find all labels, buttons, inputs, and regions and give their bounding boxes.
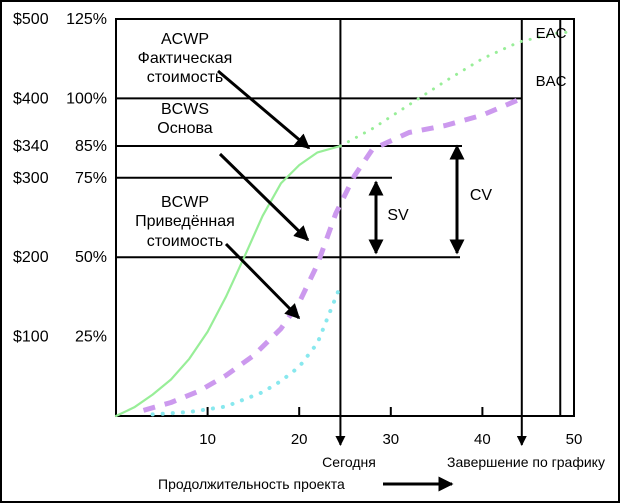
bcws-label-2: Основа <box>157 120 213 137</box>
acwp-label-2: Фактическая <box>138 50 233 67</box>
bcwp-label-3: стоимость <box>147 233 224 250</box>
bcwp-label-1: BCWP <box>161 194 209 211</box>
reference-lines <box>116 19 562 446</box>
cv-label: CV <box>470 187 493 204</box>
y-axis-labels: $100 25% $200 50% $300 75% $340 85% $400 100% $500… <box>13 11 107 346</box>
y-tick-dollar-1: $200 <box>13 249 49 266</box>
x-tick-label-0: 10 <box>199 431 216 448</box>
y-tick-dollar-4: $400 <box>13 90 49 107</box>
series-bcwp <box>150 283 343 417</box>
series-bcws <box>142 96 523 413</box>
acwp-arrow <box>217 69 311 150</box>
finish-label: Завершение по графику <box>447 454 605 470</box>
y-tick-percent-0: 25% <box>75 329 107 346</box>
y-tick-percent-5: 125% <box>66 11 107 28</box>
y-tick-dollar-3: $340 <box>13 138 49 155</box>
bcwp-arrow <box>224 242 301 320</box>
x-axis-title: Продолжительность проекта <box>158 476 345 492</box>
plot-area <box>115 18 575 417</box>
y-tick-percent-1: 50% <box>75 249 107 266</box>
bcws-label-1: BCWS <box>161 101 209 118</box>
today-label: Сегодня <box>322 454 376 470</box>
acwp-label-1: ACWP <box>161 31 209 48</box>
eac-label: EAC <box>536 25 567 42</box>
sv-label: SV <box>387 207 409 224</box>
y-tick-percent-4: 100% <box>66 90 107 107</box>
bcwp-label-2: Приведённая <box>135 213 235 230</box>
annotation-arrows <box>217 69 465 320</box>
x-axis-labels: 10 20 30 40 50 <box>199 431 582 448</box>
series-acwp-forecast <box>338 30 576 148</box>
x-tick-label-4: 50 <box>566 431 583 448</box>
bac-label: BAC <box>536 73 567 90</box>
series-acwp <box>114 144 342 418</box>
y-tick-dollar-2: $300 <box>13 170 49 187</box>
x-tick-label-3: 40 <box>474 431 491 448</box>
y-tick-dollar-0: $100 <box>13 329 49 346</box>
y-tick-percent-3: 85% <box>75 138 107 155</box>
bcws-arrow <box>218 152 310 242</box>
tick-marks <box>206 407 484 416</box>
x-tick-label-2: 30 <box>382 431 399 448</box>
x-tick-label-1: 20 <box>291 431 308 448</box>
y-tick-dollar-5: $500 <box>13 11 49 28</box>
curves <box>114 30 576 418</box>
acwp-label-3: стоимость <box>147 69 224 86</box>
y-tick-percent-2: 75% <box>75 170 107 187</box>
